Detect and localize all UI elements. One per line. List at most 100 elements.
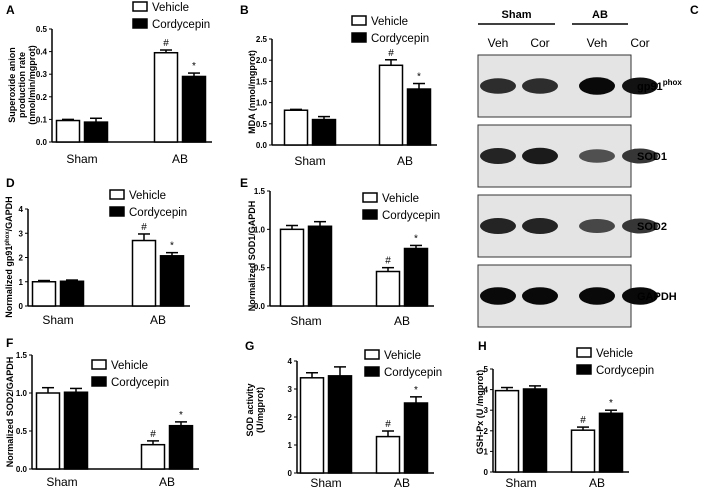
blot-row-label: SOD2 [637, 221, 667, 233]
y-axis-label: SOD activity [245, 383, 255, 436]
y-tick-label: 0.3 [36, 70, 48, 79]
y-tick-label: 0.4 [36, 48, 48, 57]
blot-row-label: gp91phox [637, 78, 682, 93]
legend-label: Cordycepin [111, 377, 169, 389]
bar-vehicle-ab [140, 443, 166, 470]
blot-row-label: SOD1 [637, 151, 667, 163]
chart-panel-a: A 0.0 0.1 0.2 0.3 0.4 0.5 Sham AB Superoxide anio… [6, 1, 212, 166]
x-tick-label: AB [397, 154, 413, 168]
bar-cordycepin-sham [522, 388, 548, 473]
bar-cordycepin-sham [59, 280, 85, 307]
blot-row-label: GAPDH [637, 291, 677, 303]
bar-cordycepin-ab [406, 88, 432, 146]
significance-mark: * [417, 72, 421, 83]
bar-cordycepin-ab [598, 412, 624, 473]
chart-panel-e: E 0.0 0.5 1.0 1.5 Sham AB Normalized SOD1/GAPDH… [240, 176, 440, 328]
y-tick-label: 4 [19, 205, 24, 214]
bar-cordycepin-ab [181, 75, 207, 143]
blot-band [480, 78, 516, 94]
chart-panel-g: G 0 1 2 3 4 Sham AB SOD activity (U/mgprot) # Vehic… [245, 339, 442, 490]
bar-vehicle-ab [570, 429, 596, 473]
y-tick-label: 0.1 [36, 115, 48, 124]
bar-vehicle-sham [55, 119, 81, 143]
x-tick-label: Sham [310, 476, 341, 490]
y-axis-label: MDA (nmol/mgprot) [247, 50, 257, 134]
y-tick-label: 3 [19, 229, 24, 238]
y-axis-label: (nmol/min/mgprot) [27, 45, 37, 125]
legend-swatch-cordycepin [91, 376, 107, 387]
bar-cordycepin-sham [311, 118, 337, 146]
bar-cordycepin-ab [403, 247, 429, 307]
legend-swatch-vehicle [576, 347, 592, 358]
bar-vehicle-sham [299, 377, 325, 474]
significance-mark: # [580, 415, 586, 426]
legend-swatch-vehicle [91, 359, 107, 370]
y-tick-label: 0.0 [254, 302, 266, 311]
blot-band [579, 77, 615, 95]
legend-swatch-vehicle [109, 189, 125, 200]
blot-band [579, 287, 615, 305]
y-tick-label: 0 [288, 469, 293, 478]
blot-label-sup: phox [663, 78, 683, 87]
y-tick-label: 0.2 [36, 93, 48, 102]
panel-label: G [245, 339, 254, 353]
blot-label-text: gp91 [637, 81, 663, 93]
blot-band [522, 147, 558, 165]
legend-swatch-vehicle [351, 15, 367, 26]
lane-label: Cor [630, 36, 649, 50]
significance-mark: * [179, 410, 183, 421]
blot-band [622, 148, 658, 164]
bar-vehicle-ab [131, 239, 157, 307]
y-tick-label: 1 [484, 447, 489, 456]
y-label-sup: phox [5, 231, 11, 246]
blot-band [480, 287, 516, 305]
blot-label-text: SOD1 [637, 151, 667, 163]
legend-label: Vehicle [382, 193, 419, 205]
bar-vehicle-ab [378, 64, 404, 146]
legend-swatch-cordycepin [351, 32, 367, 43]
legend-label: Vehicle [596, 348, 633, 360]
blot-band [579, 149, 615, 163]
lane-label: Veh [488, 36, 509, 50]
y-axis-label: production rate [17, 52, 27, 118]
y-tick-label: 2.0 [256, 56, 268, 65]
x-tick-label: Sham [290, 314, 321, 328]
legend-swatch-cordycepin [132, 18, 148, 29]
panel-label: A [6, 3, 15, 17]
y-tick-label: 0.5 [16, 427, 28, 436]
y-label-part: Normalized gp91 [4, 246, 14, 318]
bar-cordycepin-sham [307, 225, 333, 307]
y-axis-label: GSH-Px (U /mgprot) [475, 370, 485, 455]
chart-panel-h: H 0 1 2 3 4 5 Sham AB GSH-Px (U /mgprot) # Vehicle *… [475, 339, 654, 490]
y-tick-label: 2 [288, 413, 293, 422]
legend-label: Vehicle [384, 350, 421, 362]
y-tick-label: 0.0 [16, 465, 28, 474]
y-axis-label: Superoxide anion [7, 47, 17, 123]
legend-label: Vehicle [111, 360, 148, 372]
bar-cordycepin-ab [403, 402, 429, 474]
significance-mark: # [388, 48, 394, 59]
legend-label: Cordycepin [371, 33, 429, 45]
x-tick-label: AB [394, 476, 410, 490]
legend-label: Vehicle [152, 2, 189, 14]
lane-label: Cor [530, 36, 549, 50]
blot-band [522, 78, 558, 94]
y-tick-label: 1.0 [256, 99, 268, 108]
x-tick-label: Sham [505, 476, 536, 490]
y-axis-label: Normalized SOD2/GAPDH [5, 357, 15, 468]
legend-label: Cordycepin [384, 367, 442, 379]
panel-label: D [6, 176, 15, 190]
blot-band [522, 218, 558, 234]
bar-vehicle-sham [31, 281, 57, 307]
y-tick-label: 2.5 [256, 35, 268, 44]
y-tick-label: 0.5 [36, 25, 48, 34]
bar-cordycepin-ab [168, 424, 194, 470]
blot-band [480, 148, 516, 164]
legend-swatch-vehicle [362, 192, 378, 203]
y-tick-label: 0 [19, 302, 24, 311]
y-label-part: /GAPDH [4, 196, 14, 231]
y-tick-label: 4 [484, 386, 489, 395]
bar-vehicle-sham [279, 228, 305, 307]
western-blot-panel: C Sham AB Veh Cor Veh Cor gp91phox SOD1 SOD2 GAPDH [477, 3, 699, 328]
